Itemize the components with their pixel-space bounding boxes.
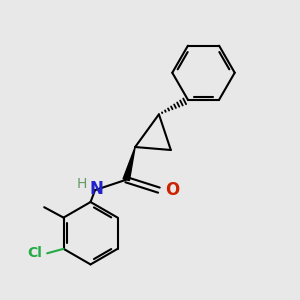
Text: H: H bbox=[76, 177, 87, 190]
Text: N: N bbox=[90, 180, 104, 198]
Text: Cl: Cl bbox=[27, 246, 42, 260]
Polygon shape bbox=[123, 147, 135, 181]
Text: O: O bbox=[166, 181, 180, 199]
